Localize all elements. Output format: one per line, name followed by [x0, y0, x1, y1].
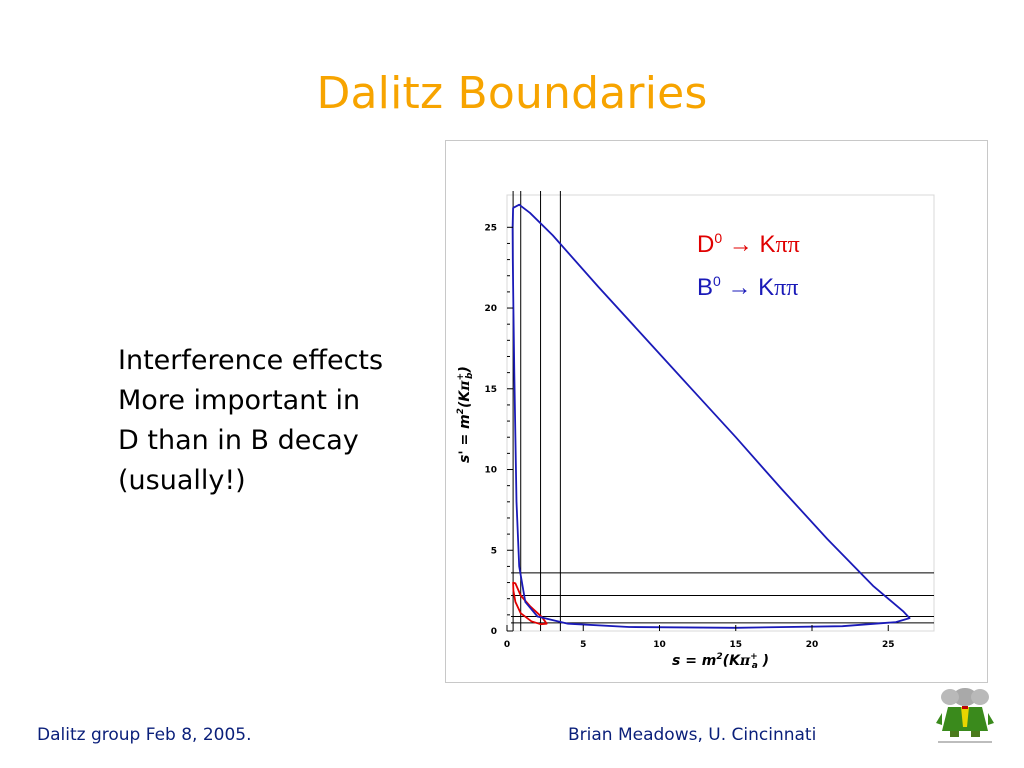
body-text: Interference effects More important in D…: [118, 341, 383, 501]
x-tick-label: 15: [729, 640, 742, 650]
svg-text:s = m2(Kπ+a ): s = m2(Kπ+ a ): [672, 652, 769, 671]
y-tick-label: 5: [491, 546, 497, 556]
y-axis-title: s' = m2(Kπ+b): [456, 366, 475, 463]
y-tick-label: 10: [484, 466, 497, 476]
y-tick-label: 20: [484, 304, 497, 314]
babar-elephant-logo: [936, 688, 994, 743]
x-tick-label: 0: [504, 640, 510, 650]
body-line: More important in: [118, 385, 361, 416]
body-line: Interference effects: [118, 345, 384, 376]
y-tick-label: 0: [491, 627, 497, 637]
x-tick-label: 10: [653, 640, 666, 650]
x-axis-title: s = m2(Kπ+ a ): [672, 652, 769, 671]
y-tick-label: 15: [484, 385, 497, 395]
dalitz-plot: 0 5 10 15 20 25 0 5 10 15 20 25 s = m2(Kπ+ a ) s' = …: [445, 140, 988, 683]
svg-text:s' = m2(Kπ+b): s' = m2(Kπ+b): [456, 366, 475, 463]
legend-entry-b0: B0 → Kππ: [697, 273, 798, 301]
footer-date: Dalitz group Feb 8, 2005.: [37, 725, 252, 745]
y-tick-label: 25: [484, 223, 497, 233]
body-line: D than in B decay: [118, 425, 359, 456]
slide-title: Dalitz Boundaries: [316, 68, 708, 119]
x-tick-label: 5: [580, 640, 586, 650]
legend: D0 → Kππ B0 → Kππ: [697, 230, 800, 301]
series-d0-boundary: [512, 581, 548, 626]
footer-author: Brian Meadows, U. Cincinnati: [568, 725, 817, 745]
plot-area: [506, 194, 935, 632]
dalitz-plot-svg: 0 5 10 15 20 25 0 5 10 15 20 25 s = m2(Kπ+ a ) s' = …: [456, 191, 935, 671]
legend-entry-d0: D0 → Kππ: [697, 230, 800, 258]
x-tick-label: 25: [882, 640, 895, 650]
x-tick-label: 20: [806, 640, 819, 650]
body-line: (usually!): [118, 465, 246, 496]
series-b0-boundary: [511, 203, 911, 629]
